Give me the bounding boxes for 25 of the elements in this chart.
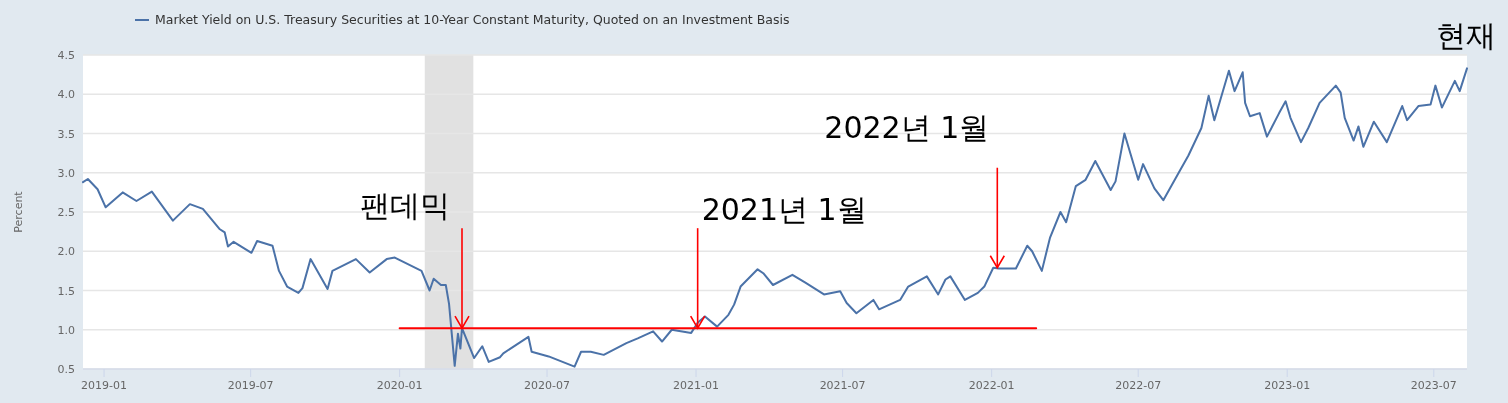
y-tick-label: 4.5	[57, 49, 75, 62]
x-tick-label: 2020-01	[376, 379, 423, 392]
y-tick-label: 3.5	[57, 127, 75, 141]
annotation: 2021년 1월	[701, 192, 867, 228]
x-tick-label: 2022-01	[968, 379, 1015, 392]
x-tick-label: 2021-01	[673, 379, 720, 392]
x-tick-label: 2020-07	[524, 379, 571, 392]
text: 현재	[1436, 18, 1496, 53]
legend-label: Market Yield on U.S. Treasury Securities at 10-Year Constant Maturity, Quoted on an Investment Basis	[155, 12, 790, 27]
x-tick-label: 2023-07	[1410, 379, 1457, 392]
annotation: 2022년 1월	[824, 109, 990, 145]
y-tick-label: 1.5	[57, 284, 75, 298]
y-tick-label: 2.5	[57, 206, 75, 219]
y-tick-label: 2.0	[57, 245, 75, 259]
y-tick-label: 3.0	[57, 166, 75, 180]
x-tick-label: 2023-01	[1264, 379, 1311, 392]
y-tick-label: 0.5	[57, 363, 75, 376]
x-tick-label: 2022-07	[1115, 379, 1162, 392]
x-tick-label: 2021-07	[819, 379, 866, 392]
annotation: 팬데믹	[360, 188, 450, 224]
y-tick-label: 1.0	[57, 323, 75, 337]
y-tick-label: 4.0	[57, 88, 75, 102]
y-axis-title: Percent	[12, 190, 25, 233]
x-tick-label: 2019-01	[81, 379, 128, 392]
x-tick-label: 2019-07	[227, 379, 274, 392]
